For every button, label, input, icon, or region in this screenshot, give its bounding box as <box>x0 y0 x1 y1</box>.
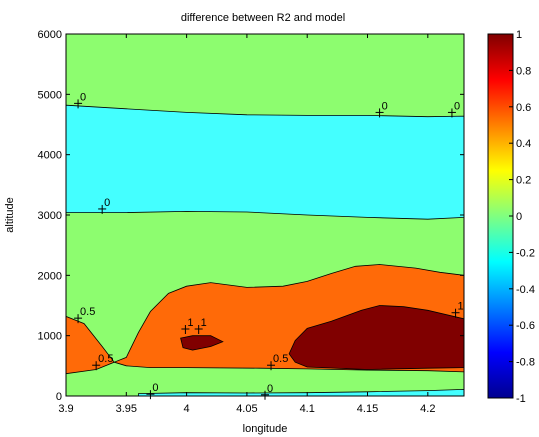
contour-label: 1 <box>201 317 207 329</box>
contour-line-dark-red-blob-large <box>288 305 464 370</box>
y-tick-label: 3000 <box>38 210 62 222</box>
contour-label: 0 <box>152 382 158 394</box>
y-tick-label: 6000 <box>38 29 62 41</box>
contour-label: 0 <box>454 100 460 112</box>
contour-label: 0.5 <box>273 353 288 365</box>
contour-label: 0.5 <box>80 306 95 318</box>
region-dark-red-blob-small <box>180 335 223 351</box>
x-tick-label: 4.2 <box>420 403 435 415</box>
contour-label: 0 <box>267 383 273 395</box>
region-dark-red-blob-large <box>289 305 464 370</box>
colorbar-gradient <box>487 33 514 399</box>
x-tick-label: 3.95 <box>116 403 137 415</box>
x-axis: 3.9 3.95 4 4.05 4.1 4.15 4.2 <box>58 34 435 415</box>
y-axis-label: altitude <box>4 197 16 232</box>
y-tick-label: 4000 <box>38 150 62 162</box>
colorbar: 1 0.8 0.6 0.4 0.2 0 -0.2 -0.4 -0.6 -0.8 -1 <box>487 29 535 405</box>
colorbar-tick-label: 0.2 <box>516 175 531 187</box>
colorbar-tick-label: -0.6 <box>516 320 535 332</box>
contour-label: 0 <box>80 91 86 103</box>
contour-label: 0 <box>104 197 110 209</box>
contour-label: 1 <box>187 317 193 329</box>
colorbar-tick-label: -0.8 <box>516 357 535 369</box>
colorbar-tick-label: -1 <box>516 393 526 405</box>
contour-line-orange-region <box>66 264 464 375</box>
colorbar-tick-label: -0.4 <box>516 284 535 296</box>
chart-title: difference between R2 and model <box>181 12 345 24</box>
contour-lines <box>66 104 464 396</box>
contour-labels: 00 000.51 110.5 0.50 0 <box>74 91 464 400</box>
colorbar-tick-label: 0 <box>516 211 522 223</box>
colorbar-tick-label: 0.8 <box>516 65 531 77</box>
y-tick-label: 0 <box>56 391 62 403</box>
y-tick-label: 5000 <box>38 89 62 101</box>
contour-regions <box>66 34 464 396</box>
x-tick-label: 4.1 <box>300 403 315 415</box>
colorbar-tick-label: 0.6 <box>516 102 531 114</box>
x-tick-label: 4.05 <box>236 403 257 415</box>
colorbar-tick-label: 1 <box>516 29 522 41</box>
y-tick-label: 1000 <box>38 331 62 343</box>
y-tick-label: 2000 <box>38 270 62 282</box>
x-tick-label: 4.15 <box>357 403 378 415</box>
colorbar-tick-label: 0.4 <box>516 138 531 150</box>
contour-line-bottom-cyan-band <box>137 388 464 396</box>
x-tick-label: 4 <box>184 403 190 415</box>
contour-label: 0.5 <box>98 353 113 365</box>
x-tick-label: 3.9 <box>58 403 73 415</box>
region-upper-negative-band <box>66 105 464 220</box>
contour-label: 0 <box>382 100 388 112</box>
contour-label: 1 <box>458 301 464 313</box>
contour-line-upper-negative-band <box>66 104 464 220</box>
region-bottom-cyan-band <box>138 389 464 396</box>
colorbar-tick-label: -0.2 <box>516 247 535 259</box>
contour-line-dark-red-blob-small <box>180 335 224 351</box>
x-axis-label: longitude <box>243 423 288 435</box>
